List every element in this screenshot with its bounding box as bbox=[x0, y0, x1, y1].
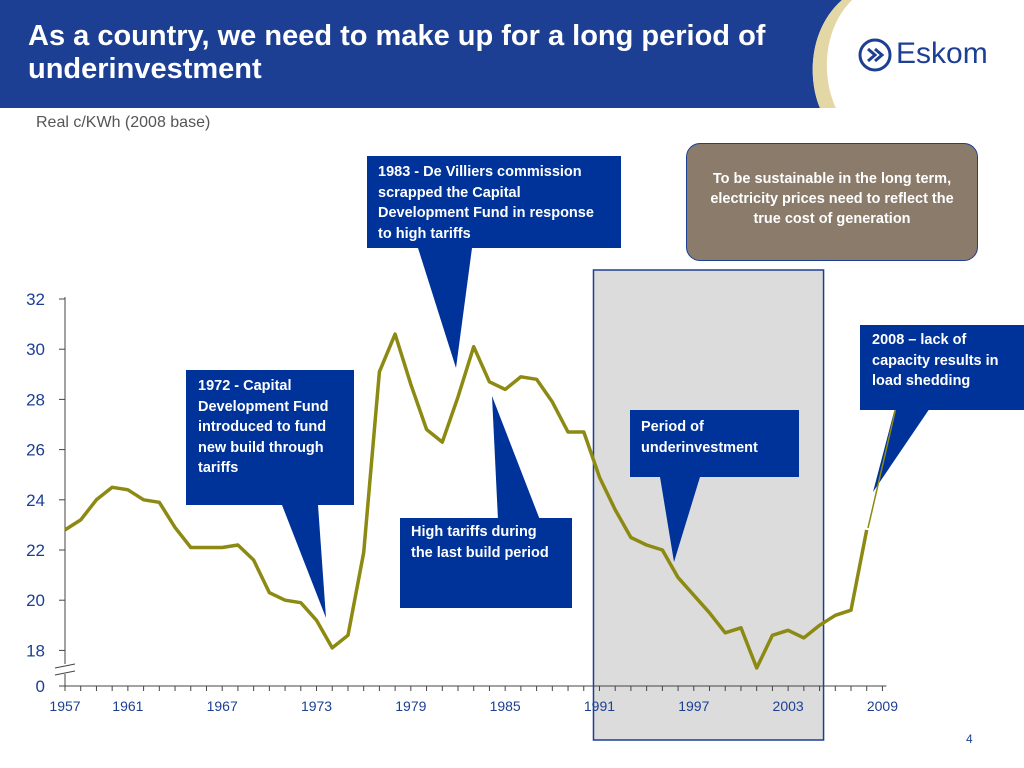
x-tick-label: 1961 bbox=[112, 698, 143, 714]
header-band bbox=[0, 0, 852, 108]
y-tick-label: 28 bbox=[26, 390, 45, 409]
header-blue-band bbox=[0, 0, 842, 108]
y-axis-ticks: 32 30 28 26 24 22 20 18 0 bbox=[26, 290, 65, 696]
y-tick-label: 30 bbox=[26, 340, 45, 359]
y-tick-label: 20 bbox=[26, 591, 45, 610]
chart-axes bbox=[54, 297, 887, 687]
header-gold-swoosh bbox=[812, 0, 852, 108]
y-tick-label: 0 bbox=[36, 677, 45, 696]
y-tick-label: 18 bbox=[26, 641, 45, 660]
x-tick-label: 1973 bbox=[301, 698, 332, 714]
x-tick-label: 1979 bbox=[395, 698, 426, 714]
y-tick-label: 26 bbox=[26, 441, 45, 460]
x-tick-label: 1957 bbox=[49, 698, 80, 714]
page-number: 4 bbox=[966, 732, 973, 746]
callout-2008-pointer bbox=[873, 408, 930, 492]
y-tick-label: 22 bbox=[26, 541, 45, 560]
x-tick-label: 1985 bbox=[490, 698, 521, 714]
x-tick-label: 2009 bbox=[867, 698, 898, 714]
y-axis-break-mark bbox=[54, 663, 76, 669]
x-axis-ticks: 1957 1961 1967 1973 1979 1985 1991 1997 2003 2009 bbox=[49, 686, 898, 714]
eskom-logo-icon bbox=[858, 38, 892, 72]
eskom-logo: Eskom bbox=[858, 36, 998, 76]
y-axis-break-mark bbox=[54, 670, 76, 676]
callout-2008: 2008 – lack of capacity results in load … bbox=[860, 325, 1024, 410]
callout-1983: 1983 - De Villiers commission scrapped t… bbox=[367, 156, 621, 248]
callout-underinvestment: Period of underinvestment bbox=[630, 410, 799, 477]
callout-high-tariffs: High tariffs during the last build perio… bbox=[400, 518, 572, 608]
y-tick-label: 24 bbox=[26, 491, 45, 510]
sustainability-note: To be sustainable in the long term, elec… bbox=[686, 143, 978, 261]
x-tick-label: 1997 bbox=[678, 698, 709, 714]
underinvestment-shaded-period bbox=[592, 269, 825, 741]
x-tick-label: 1991 bbox=[584, 698, 615, 714]
callout-1972-pointer bbox=[282, 505, 326, 618]
eskom-logo-text: Eskom bbox=[896, 37, 988, 70]
x-tick-label: 1967 bbox=[207, 698, 238, 714]
y-tick-label: 32 bbox=[26, 290, 45, 309]
callout-1983-pointer bbox=[418, 248, 472, 368]
slide-header: As a country, we need to make up for a l… bbox=[0, 0, 1024, 108]
callout-1972: 1972 - Capital Development Fund introduc… bbox=[186, 370, 354, 505]
callout-underinvestment-pointer bbox=[660, 477, 700, 562]
page-title: As a country, we need to make up for a l… bbox=[28, 20, 766, 85]
callout-high-tariffs-pointer bbox=[492, 396, 540, 520]
x-tick-label: 2003 bbox=[773, 698, 804, 714]
chart-subtitle: Real c/KWh (2008 base) bbox=[36, 114, 211, 131]
price-series-line bbox=[64, 332, 869, 670]
